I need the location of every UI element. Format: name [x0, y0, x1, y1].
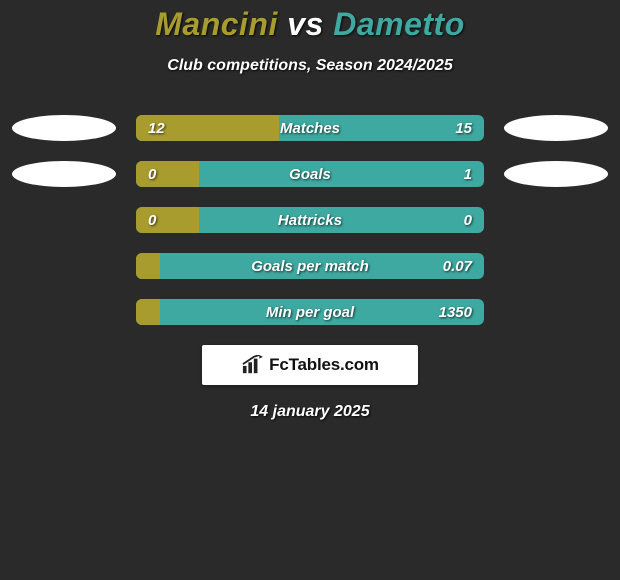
stat-label: Hattricks — [136, 207, 484, 233]
player-b-badge — [504, 115, 608, 141]
stat-label: Min per goal — [136, 299, 484, 325]
stat-row-goals: 0 Goals 1 — [0, 161, 620, 187]
player-b-name: Dametto — [333, 6, 465, 42]
comparison-title: Mancini vs Dametto — [0, 6, 620, 43]
stat-label: Goals per match — [136, 253, 484, 279]
player-a-name: Mancini — [155, 6, 278, 42]
player-b-badge — [504, 161, 608, 187]
stat-row-goals-per-match: Goals per match 0.07 — [0, 253, 620, 279]
stat-bar: Goals per match 0.07 — [136, 253, 484, 279]
stat-bar: 0 Hattricks 0 — [136, 207, 484, 233]
stat-bar: Min per goal 1350 — [136, 299, 484, 325]
stat-row-min-per-goal: Min per goal 1350 — [0, 299, 620, 325]
brand-card: FcTables.com — [202, 345, 418, 385]
comparison-subtitle: Club competitions, Season 2024/2025 — [0, 57, 620, 75]
stat-row-hattricks: 0 Hattricks 0 — [0, 207, 620, 233]
comparison-card: Mancini vs Dametto Club competitions, Se… — [0, 0, 620, 421]
brand-chart-icon — [241, 355, 263, 375]
date-text: 14 january 2025 — [0, 403, 620, 421]
stat-value-right: 1350 — [439, 299, 472, 325]
stat-value-right: 1 — [464, 161, 472, 187]
stat-value-right: 0.07 — [443, 253, 472, 279]
stat-bar: 0 Goals 1 — [136, 161, 484, 187]
stat-label: Goals — [136, 161, 484, 187]
stat-value-right: 15 — [455, 115, 472, 141]
player-a-badge — [12, 161, 116, 187]
stat-bar: 12 Matches 15 — [136, 115, 484, 141]
title-vs: vs — [287, 6, 324, 42]
stat-value-right: 0 — [464, 207, 472, 233]
stat-label: Matches — [136, 115, 484, 141]
player-a-badge — [12, 115, 116, 141]
stat-row-matches: 12 Matches 15 — [0, 115, 620, 141]
brand-text: FcTables.com — [269, 355, 379, 375]
